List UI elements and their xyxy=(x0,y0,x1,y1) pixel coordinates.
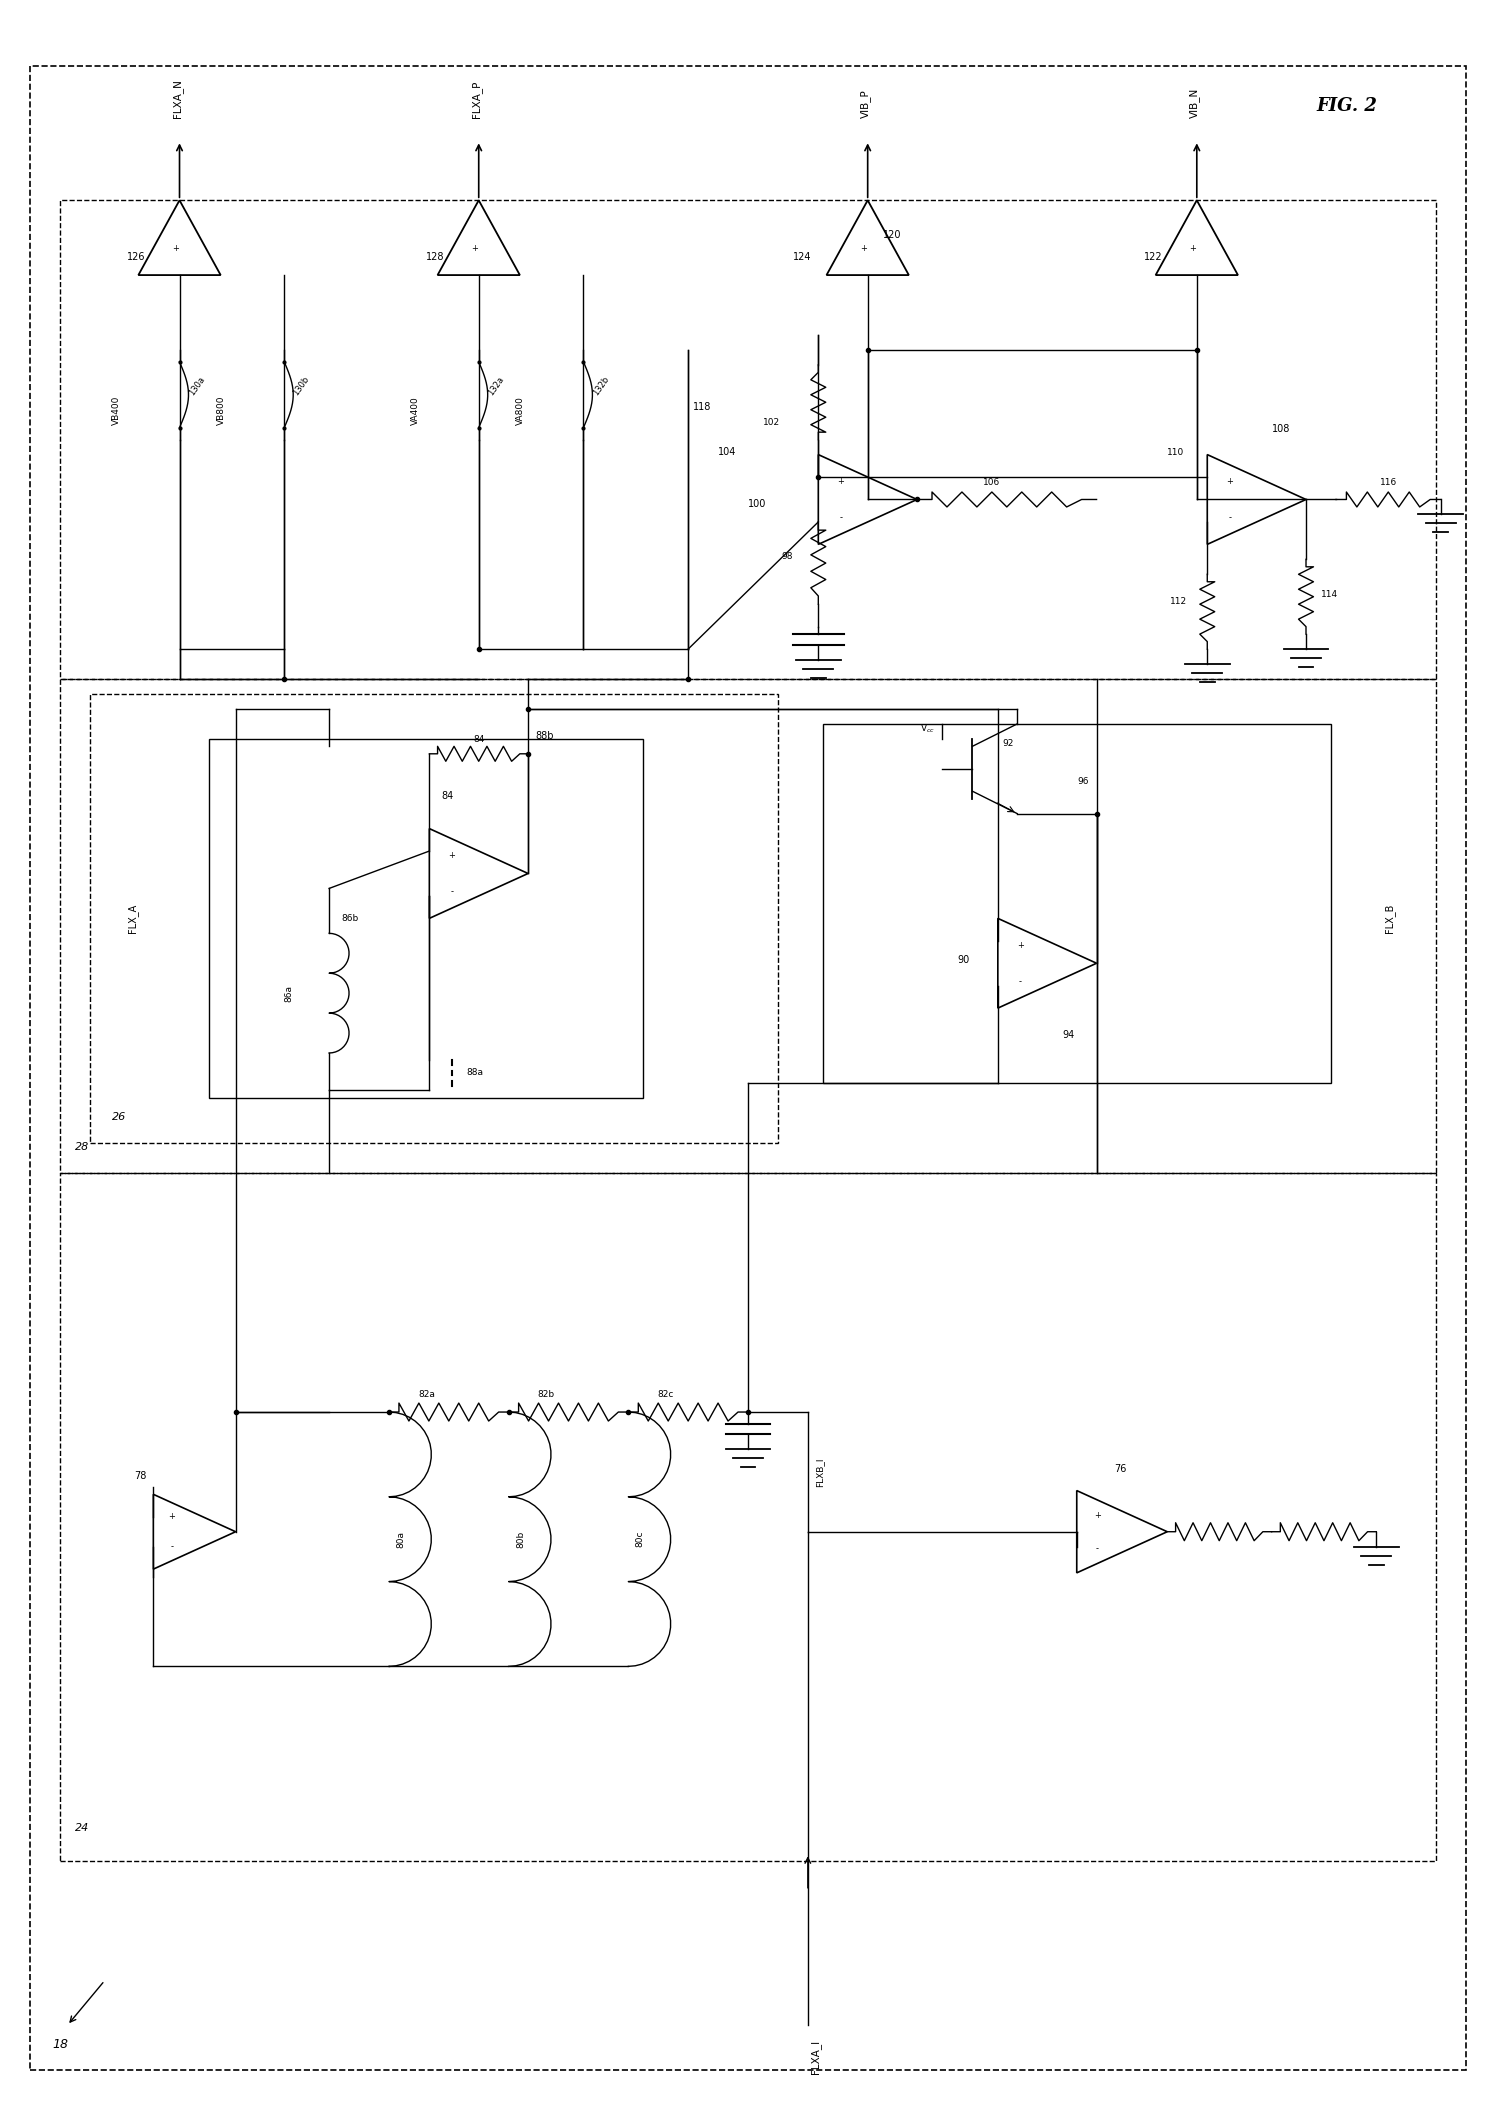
Text: 24: 24 xyxy=(75,1824,90,1832)
Text: FIG. 2: FIG. 2 xyxy=(1316,97,1378,114)
Text: 84: 84 xyxy=(441,790,453,800)
Text: +: + xyxy=(169,1512,175,1521)
Text: 92: 92 xyxy=(1002,739,1014,748)
Text: 76: 76 xyxy=(1115,1464,1126,1474)
Text: -: - xyxy=(1019,977,1022,986)
Text: 120: 120 xyxy=(883,230,901,240)
Text: 110: 110 xyxy=(1167,449,1185,457)
Text: 78: 78 xyxy=(135,1472,147,1481)
Text: 82c: 82c xyxy=(658,1390,673,1398)
Text: +: + xyxy=(1227,478,1233,486)
Text: VA400: VA400 xyxy=(411,396,420,425)
Text: 112: 112 xyxy=(1170,598,1186,607)
Text: 132a: 132a xyxy=(486,375,506,396)
Text: VA800: VA800 xyxy=(516,396,525,425)
Text: 94: 94 xyxy=(1062,1030,1074,1040)
Text: 102: 102 xyxy=(763,417,779,428)
Bar xyxy=(90,695,778,1144)
Text: 130b: 130b xyxy=(292,375,311,396)
Text: 80c: 80c xyxy=(636,1531,645,1548)
Text: 130a: 130a xyxy=(187,375,206,396)
Text: 132b: 132b xyxy=(591,375,610,396)
Text: 106: 106 xyxy=(983,478,1001,486)
Text: 96: 96 xyxy=(1077,777,1089,786)
Text: 26: 26 xyxy=(112,1112,127,1122)
Text: 80b: 80b xyxy=(516,1531,525,1548)
Text: 88a: 88a xyxy=(467,1068,483,1078)
Text: -: - xyxy=(171,1542,174,1552)
Bar xyxy=(209,739,643,1097)
Bar xyxy=(60,678,1436,1173)
Text: +: + xyxy=(1017,941,1023,950)
Text: 98: 98 xyxy=(781,552,793,562)
Text: FLX_B: FLX_B xyxy=(1384,903,1394,933)
Text: VB800: VB800 xyxy=(217,396,226,425)
Text: 100: 100 xyxy=(748,499,766,510)
Text: +: + xyxy=(1189,244,1197,253)
Text: 126: 126 xyxy=(127,253,145,261)
Text: +: + xyxy=(838,478,844,486)
Text: 88b: 88b xyxy=(536,731,554,741)
Bar xyxy=(60,1173,1436,1862)
Text: VIB_P: VIB_P xyxy=(860,88,871,118)
Text: 28: 28 xyxy=(75,1141,90,1152)
Text: 86b: 86b xyxy=(341,914,359,922)
Text: -: - xyxy=(1228,514,1231,522)
Text: 116: 116 xyxy=(1379,478,1397,486)
Text: 108: 108 xyxy=(1272,423,1290,434)
Bar xyxy=(60,200,1436,678)
Text: V$_{cc}$: V$_{cc}$ xyxy=(920,722,935,735)
Text: 114: 114 xyxy=(1321,590,1337,598)
Text: 18: 18 xyxy=(52,2039,69,2051)
Text: 124: 124 xyxy=(793,253,811,261)
Text: -: - xyxy=(1095,1544,1100,1552)
Text: 82a: 82a xyxy=(417,1390,435,1398)
Text: +: + xyxy=(1094,1510,1101,1521)
Text: 122: 122 xyxy=(1144,253,1162,261)
Text: 84: 84 xyxy=(473,735,485,743)
Text: 118: 118 xyxy=(693,402,711,411)
Text: +: + xyxy=(471,244,479,253)
Text: VIB_N: VIB_N xyxy=(1189,88,1200,118)
Text: FLXA_N: FLXA_N xyxy=(172,80,183,118)
Text: 86a: 86a xyxy=(284,986,293,1002)
Text: 90: 90 xyxy=(957,956,969,965)
Text: +: + xyxy=(860,244,868,253)
Bar xyxy=(823,724,1331,1082)
Text: FLX_A: FLX_A xyxy=(127,903,138,933)
Text: -: - xyxy=(450,887,453,895)
Text: +: + xyxy=(172,244,180,253)
Text: VB400: VB400 xyxy=(112,396,121,425)
Text: 128: 128 xyxy=(426,253,444,261)
Text: 104: 104 xyxy=(718,446,736,457)
Text: 82b: 82b xyxy=(537,1390,555,1398)
Text: FLXB_I: FLXB_I xyxy=(815,1457,824,1487)
Text: FLXA_I: FLXA_I xyxy=(809,2041,821,2074)
Text: +: + xyxy=(449,851,455,859)
Text: -: - xyxy=(839,514,842,522)
Text: FLXA_P: FLXA_P xyxy=(471,80,482,118)
Text: 80a: 80a xyxy=(396,1531,405,1548)
